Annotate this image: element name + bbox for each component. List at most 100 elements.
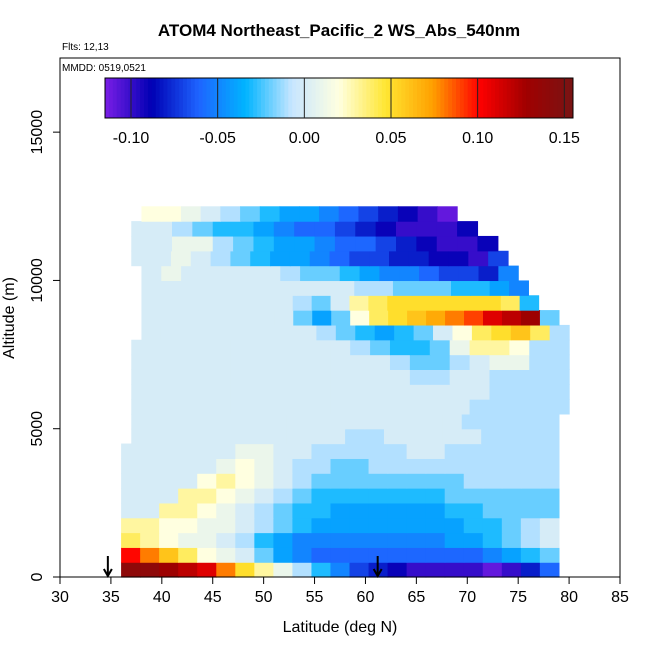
heatmap-cell: [292, 532, 313, 548]
colorbar-segment: [401, 78, 406, 118]
heatmap-cell: [210, 399, 232, 415]
heatmap-cell: [311, 473, 332, 489]
heatmap-cell: [334, 221, 356, 237]
heatmap-cell: [161, 206, 182, 222]
heatmap-cell: [334, 280, 355, 296]
heatmap-cell: [171, 399, 192, 415]
heatmap-cell: [121, 443, 141, 459]
heatmap-cell: [171, 369, 192, 385]
colorbar-segment: [381, 78, 387, 118]
colorbar-segment: [495, 78, 500, 118]
heatmap-cell: [273, 562, 294, 578]
heatmap-cell: [406, 488, 427, 504]
heatmap-cell: [228, 413, 249, 430]
heatmap-cell: [299, 206, 320, 222]
heatmap-cell: [171, 339, 192, 356]
heatmap-cell: [216, 517, 236, 534]
heatmap-cell: [482, 488, 503, 504]
heatmap-cell: [470, 280, 491, 296]
colorbar-segment: [393, 78, 398, 118]
heatmap-cell: [286, 413, 307, 430]
heatmap-cell: [198, 295, 218, 311]
heatmap-cell: [160, 324, 181, 341]
colorbar-segment: [541, 78, 547, 118]
heatmap-cell: [406, 458, 427, 474]
heatmap-cell: [409, 354, 431, 370]
heatmap-cell: [330, 443, 351, 459]
heatmap-cell: [325, 413, 346, 430]
colorbar-segment: [249, 78, 254, 118]
heatmap-cell: [539, 517, 560, 534]
heatmap-cell: [238, 324, 259, 341]
heatmap-cell: [373, 280, 394, 296]
colorbar-tick-label: 0.15: [549, 130, 580, 147]
heatmap-cell: [180, 206, 202, 222]
heatmap-cell: [412, 280, 433, 296]
colorbar-segment: [288, 78, 293, 118]
plot-frame: [59, 57, 621, 578]
heatmap-cell: [368, 502, 389, 519]
heatmap-cell: [389, 384, 411, 400]
heatmap-cell: [140, 488, 160, 504]
heatmap-cell: [448, 250, 469, 267]
heatmap-cell: [216, 473, 236, 489]
heatmap-cell: [267, 413, 288, 430]
colorbar-segment: [311, 78, 317, 118]
colorbar-segment: [327, 78, 332, 118]
heatmap-cell: [306, 428, 327, 445]
heatmap-cell: [428, 250, 450, 267]
heatmap-cell: [375, 221, 397, 237]
heatmap-cell: [463, 532, 484, 548]
heatmap-cell: [520, 562, 541, 578]
colorbar-segment: [530, 78, 535, 118]
heatmap-cell: [449, 339, 471, 356]
colorbar-segment: [471, 78, 476, 118]
heatmap-cell: [330, 384, 351, 400]
colorbar-segment: [537, 78, 543, 118]
heatmap-cell: [469, 339, 491, 356]
heatmap-cell: [461, 428, 482, 445]
heatmap-cell: [330, 532, 351, 548]
heatmap-cell: [141, 295, 161, 311]
heatmap-cell: [530, 324, 551, 341]
heatmap-cell: [509, 280, 529, 296]
heatmap-cell: [383, 428, 405, 445]
heatmap-cell: [469, 399, 491, 415]
heatmap-cell: [258, 324, 279, 341]
heatmap-cell: [197, 443, 217, 459]
colorbar-segment: [436, 78, 441, 118]
colorbar-segment: [479, 78, 484, 118]
heatmap-cell: [368, 295, 388, 311]
heatmap-cell: [171, 354, 192, 370]
heatmap-cell: [349, 502, 370, 519]
heatmap-cell: [151, 339, 172, 356]
heatmap-cell: [250, 354, 272, 370]
heatmap-cell: [457, 221, 479, 237]
heatmap-cell: [422, 428, 443, 445]
heatmap-cell: [417, 206, 438, 222]
heatmap-cell: [312, 310, 332, 326]
heatmap-cell: [190, 250, 212, 267]
heatmap-cell: [549, 399, 570, 415]
colorbar-segment: [175, 78, 180, 118]
y-tick-label: 10000: [29, 258, 46, 303]
heatmap-cell: [406, 443, 427, 459]
heatmap-cell: [220, 265, 242, 282]
heatmap-cell: [121, 532, 141, 548]
x-tick-label: 30: [51, 589, 69, 606]
heatmap-cell: [406, 295, 426, 311]
heatmap-cell: [293, 310, 313, 326]
heatmap-cell: [254, 517, 274, 534]
heatmap-cell: [500, 428, 521, 445]
heatmap-cell: [358, 206, 379, 222]
heatmap-cell: [387, 532, 408, 548]
colorbar-segment: [186, 78, 192, 118]
heatmap-cell: [463, 443, 484, 459]
heatmap-cell: [500, 413, 521, 430]
heatmap-cell: [444, 502, 465, 519]
colorbar-segment: [163, 78, 168, 118]
heatmap-cell: [449, 399, 471, 415]
heatmap-cell: [315, 280, 336, 296]
flights-note: Flts: 12,13: [62, 42, 109, 53]
heatmap-cell: [121, 488, 141, 504]
